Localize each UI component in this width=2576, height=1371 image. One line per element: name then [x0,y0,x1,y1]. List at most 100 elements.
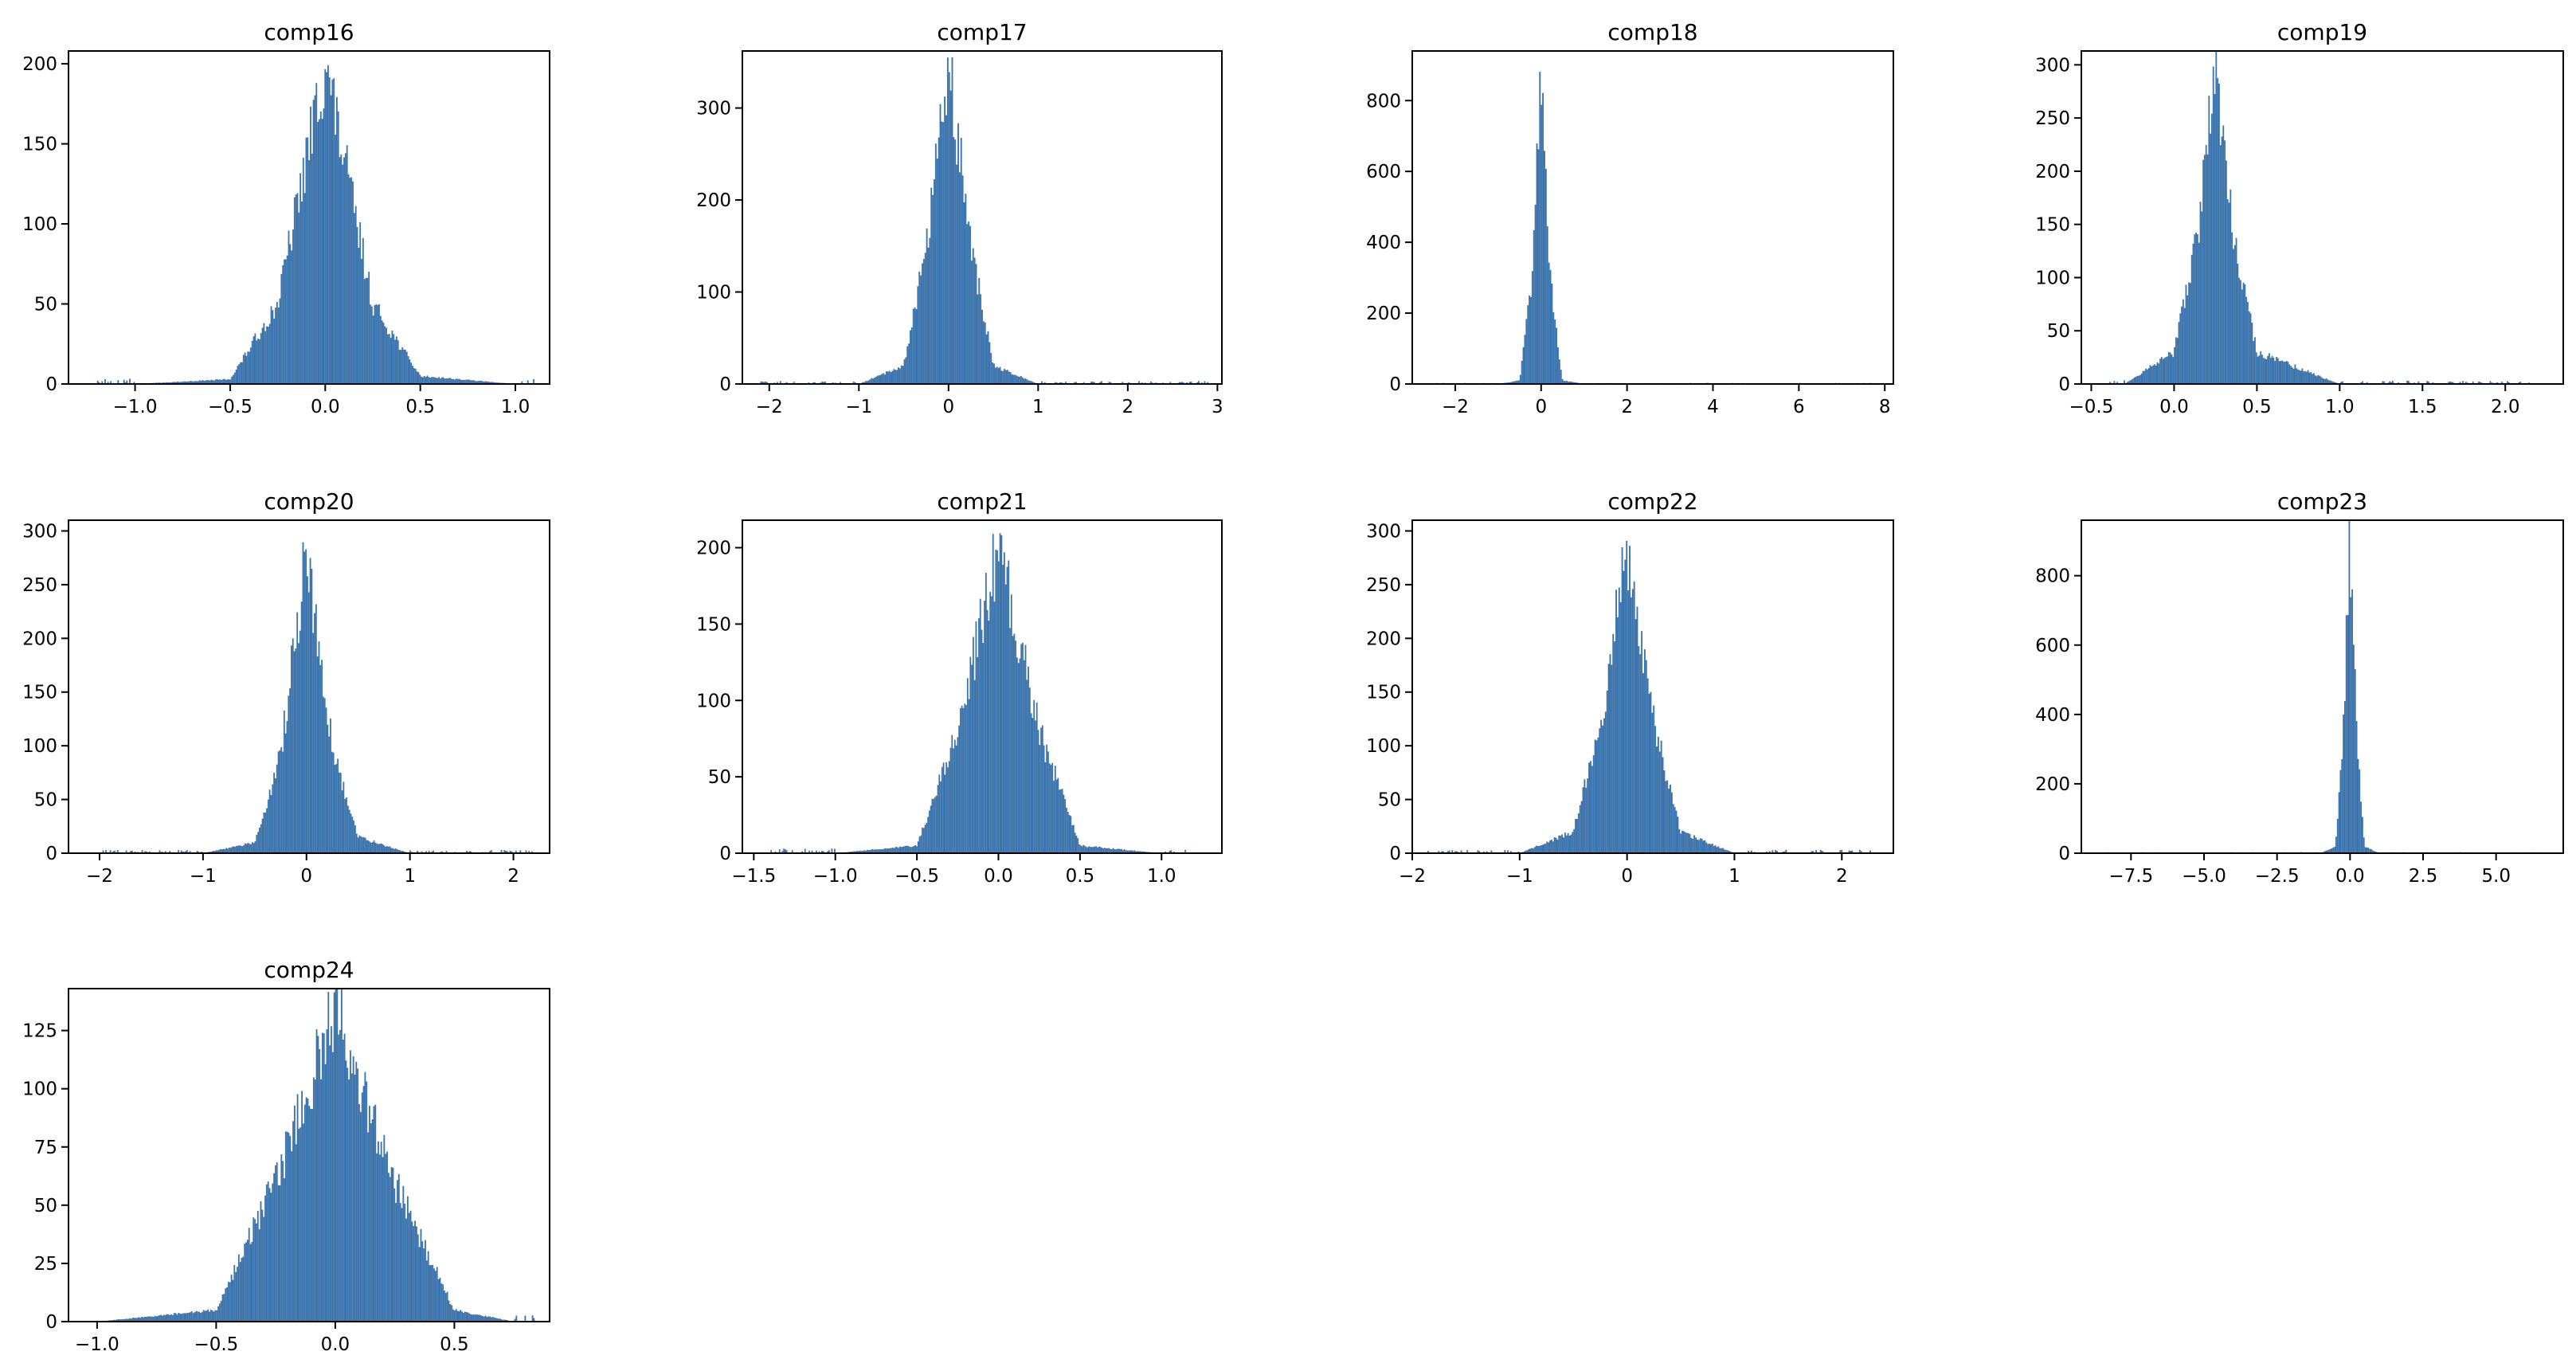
histogram-bars [770,533,1186,853]
histogram-bar [316,656,319,853]
histogram-bar [1054,382,1056,384]
histogram-bar [206,1310,208,1322]
x-tick-label: 0.5 [440,1334,469,1355]
histogram-bar [222,378,225,384]
y-tick-label: 0 [45,844,57,864]
histogram-bar [888,370,891,384]
histogram-bar [2314,375,2316,384]
histogram-bar [387,334,389,384]
histogram-bar [2143,370,2146,384]
histogram-bar [922,263,923,384]
histogram-bar [1048,763,1051,853]
histogram-bar [865,850,867,853]
histogram-bar [2335,836,2337,853]
histogram-bar [2355,721,2358,853]
histogram-bar [2116,382,2118,384]
histogram-bar [327,724,329,853]
histogram-bar [253,1217,255,1322]
histogram-bar [1695,837,1697,853]
histogram-bar [1015,640,1016,853]
histogram-bar [1101,381,1102,384]
histogram-bar [783,848,785,853]
histogram-bar [1721,848,1723,853]
histogram-bar [827,851,828,853]
histogram-bar [1716,847,1718,853]
x-tick-label: −1 [1506,866,1533,887]
histogram-bar [862,382,863,384]
histogram-bar [1019,658,1021,853]
y-tick-label: 100 [696,283,731,304]
histogram-bar [1850,851,1852,853]
histogram-bar [346,145,348,384]
histogram-bar [460,1310,462,1322]
histogram-bar [934,797,936,853]
histogram-bar [1785,849,1787,853]
histogram-bar [1615,590,1617,853]
histogram-bar [2323,378,2325,384]
histogram-bar [2222,125,2225,384]
histogram-bar [1033,699,1035,853]
histogram-bar [1529,848,1532,853]
histogram-bar [444,1293,447,1322]
histogram-bar [491,382,494,384]
histogram-bar [1687,832,1689,853]
histogram-bar [256,834,258,853]
histogram-bar [370,842,372,853]
histogram-bar [455,1309,457,1322]
histogram-bar [1101,847,1103,853]
histogram-bar [811,850,813,853]
histogram-bar [1005,370,1007,384]
histogram-bar [503,849,506,853]
histogram-bar [839,382,841,384]
histogram-bar [1086,847,1089,853]
histogram-bar [2338,792,2340,853]
histogram-bar [196,851,198,853]
histogram-bar [117,1319,119,1322]
histogram-bar [521,381,523,384]
histogram-bar [263,1216,265,1322]
histogram-bar [487,1316,490,1322]
histogram-bar [2478,381,2480,384]
histogram-bar [1750,850,1752,853]
histogram-bar [370,306,373,384]
histogram-bar [231,847,233,853]
histogram-bar [312,633,315,853]
histogram-bar [1040,727,1042,853]
histogram-bar [2226,198,2229,384]
histogram-bar [1542,92,1544,384]
histogram-bars [96,989,535,1322]
histogram-bar [373,1106,375,1322]
histogram-bar [1180,382,1182,384]
histogram-bar [382,844,384,853]
histogram-bar [472,1314,473,1322]
histogram-bar [966,678,969,853]
histogram-bar [988,621,990,853]
histogram-bar [2353,644,2355,853]
histogram-bar [115,1319,118,1322]
histogram-bar [215,850,217,853]
x-tick-label: −2 [86,866,113,887]
histogram-bar [1619,601,1622,853]
x-tick-label: −2.5 [2255,866,2300,887]
histogram-bar [293,651,296,853]
histogram-bar [344,153,346,384]
histogram-bar [1016,375,1018,384]
histogram-bar [1051,762,1054,853]
histogram-bar [206,380,208,384]
histogram-bar [2172,357,2175,384]
histogram-bar [981,629,983,853]
histogram-bar [198,380,201,384]
histogram-bar [1548,262,1550,384]
histogram-bar [275,778,276,853]
histogram-bar [482,381,483,384]
histogram-bar [273,773,276,853]
histogram-bar [951,734,953,853]
histogram-bar [245,844,248,853]
histogram-bar [1020,644,1023,853]
histogram-bar [1561,834,1564,853]
x-tick-label: −2 [756,397,783,417]
histogram-bar [307,1098,309,1322]
histogram-bar [1811,851,1813,853]
histogram-bar [2308,372,2311,384]
